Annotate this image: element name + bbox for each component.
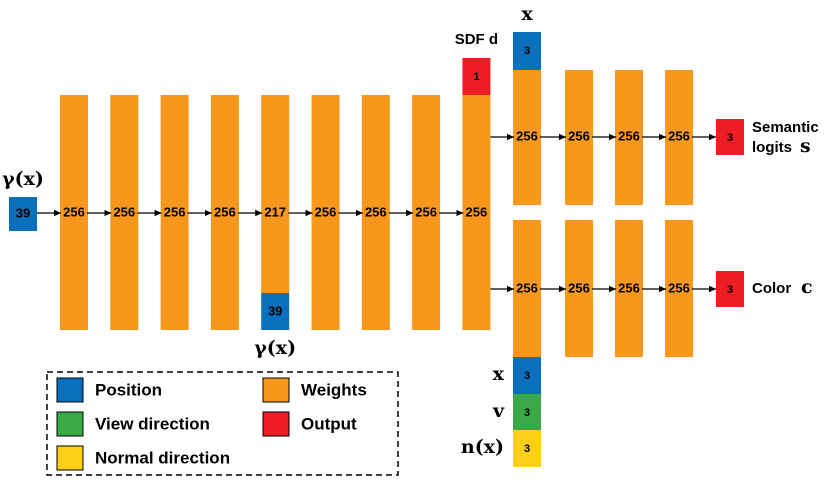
input-symbol: x xyxy=(521,3,533,25)
legend-label: Weights xyxy=(301,380,367,399)
input-block xyxy=(513,394,541,431)
layer-block xyxy=(513,220,541,357)
input-block xyxy=(513,32,541,70)
layer-block xyxy=(311,95,340,330)
legend-label: View direction xyxy=(95,414,210,433)
layer-block xyxy=(513,70,541,205)
legend-label: Position xyxy=(95,380,162,399)
layer-block xyxy=(110,95,139,330)
layer-block xyxy=(565,220,593,357)
layer-width: 217 xyxy=(264,204,286,219)
input-value: 3 xyxy=(524,443,530,455)
output-block xyxy=(716,271,744,307)
legend-swatch xyxy=(56,411,84,437)
layer-width: 256 xyxy=(415,204,437,219)
input-symbol: x xyxy=(493,363,505,385)
layer-width: 256 xyxy=(668,280,690,295)
layer-block xyxy=(665,70,693,205)
layer-width: 256 xyxy=(466,204,488,219)
input-block xyxy=(513,430,541,467)
sdf-value: 1 xyxy=(473,71,479,83)
legend-swatch xyxy=(56,377,84,403)
layer-width: 256 xyxy=(568,128,590,143)
layer-width: 256 xyxy=(63,204,85,219)
layer-width: 256 xyxy=(164,204,186,219)
output-symbol: s xyxy=(800,135,811,157)
layer-width: 256 xyxy=(618,280,640,295)
output-block xyxy=(716,119,744,155)
sdf-block xyxy=(462,58,491,95)
output-label: logits xyxy=(752,139,792,156)
layer-block xyxy=(615,220,643,357)
input-block xyxy=(9,197,37,231)
layer-block xyxy=(160,95,189,330)
layer-block xyxy=(615,70,643,205)
legend-label: Normal direction xyxy=(95,448,230,467)
layer-block xyxy=(361,95,390,330)
input-value: 3 xyxy=(524,407,530,419)
layer-width: 256 xyxy=(214,204,236,219)
layer-width: 256 xyxy=(668,128,690,143)
output-label: Color xyxy=(752,280,791,297)
layer-width: 256 xyxy=(365,204,387,219)
legend-swatch xyxy=(56,445,84,471)
sdf-label: SDF d xyxy=(455,31,498,48)
output-label: Semantic xyxy=(752,119,819,136)
layer-width: 256 xyxy=(568,280,590,295)
layer-block xyxy=(462,95,491,330)
legend-label: Output xyxy=(301,414,357,433)
layer-width: 256 xyxy=(315,204,337,219)
layer-block xyxy=(60,95,88,330)
input-symbol: n(x) xyxy=(461,436,504,458)
input-value: 3 xyxy=(524,45,530,57)
legend-box xyxy=(46,371,399,476)
skip-block xyxy=(261,293,290,330)
skip-value: 39 xyxy=(268,303,282,318)
input-label: γ(x) xyxy=(2,168,44,190)
layer-width: 256 xyxy=(516,280,538,295)
layer-block xyxy=(412,95,441,330)
output-value: 3 xyxy=(727,284,733,296)
input-symbol: v xyxy=(492,400,505,422)
layer-width: 256 xyxy=(516,128,538,143)
output-symbol: c xyxy=(801,276,813,298)
layer-block xyxy=(261,95,290,293)
input-value: 39 xyxy=(16,205,30,220)
legend-swatch xyxy=(262,411,290,437)
layer-block xyxy=(210,95,239,330)
input-block xyxy=(513,357,541,394)
legend-swatch xyxy=(262,377,290,403)
layer-width: 256 xyxy=(113,204,135,219)
input-value: 3 xyxy=(524,370,530,382)
layer-block xyxy=(665,220,693,357)
output-value: 3 xyxy=(727,132,733,144)
layer-block xyxy=(565,70,593,205)
layer-width: 256 xyxy=(618,128,640,143)
skip-label: γ(x) xyxy=(254,337,296,359)
